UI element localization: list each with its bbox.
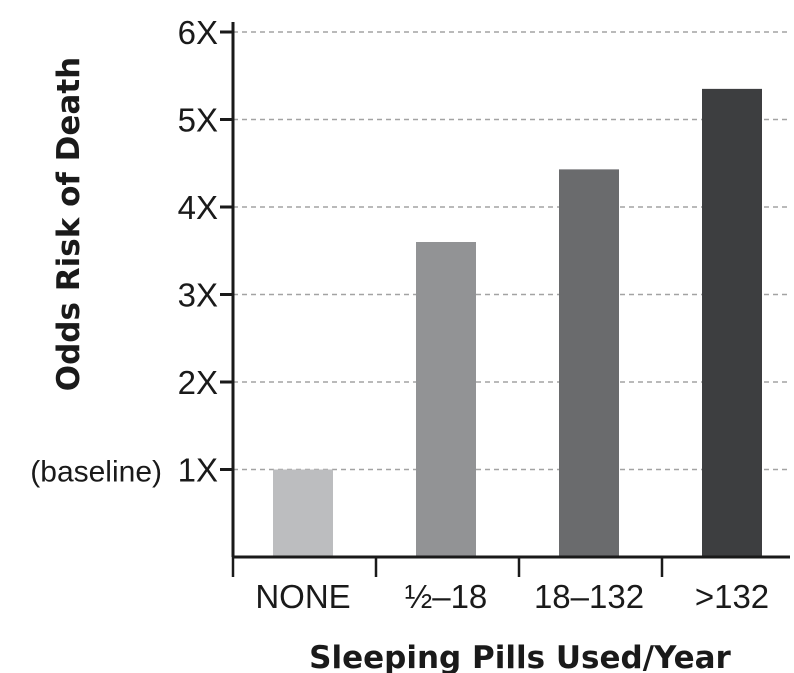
baseline-annotation: (baseline) [30, 456, 162, 489]
bar [702, 88, 762, 557]
x-tick-label: 18–132 [534, 578, 644, 615]
axes [231, 22, 790, 559]
y-tick-label: 4X [178, 189, 218, 226]
y-tick-label: 3X [178, 277, 218, 314]
y-tick-label: 2X [178, 364, 218, 401]
y-tick-label: 6X [178, 14, 218, 51]
bars [273, 88, 762, 557]
y-tick-label: 5X [178, 102, 218, 139]
bar [559, 169, 619, 557]
x-axis-title: Sleeping Pills Used/Year [309, 640, 731, 673]
x-tick-label: NONE [255, 578, 350, 615]
bar [416, 242, 476, 557]
y-tick-label: 1X [178, 452, 218, 489]
x-tick-labels: NONE ½–18 18–132 >132 [231, 557, 769, 615]
x-tick-label: ½–18 [405, 578, 488, 615]
bar [273, 469, 333, 557]
y-axis-title: Odds Risk of Death [51, 57, 87, 391]
y-tick-labels: 1X 2X 3X 4X 5X 6X [178, 14, 233, 489]
x-tick-label: >132 [695, 578, 769, 615]
